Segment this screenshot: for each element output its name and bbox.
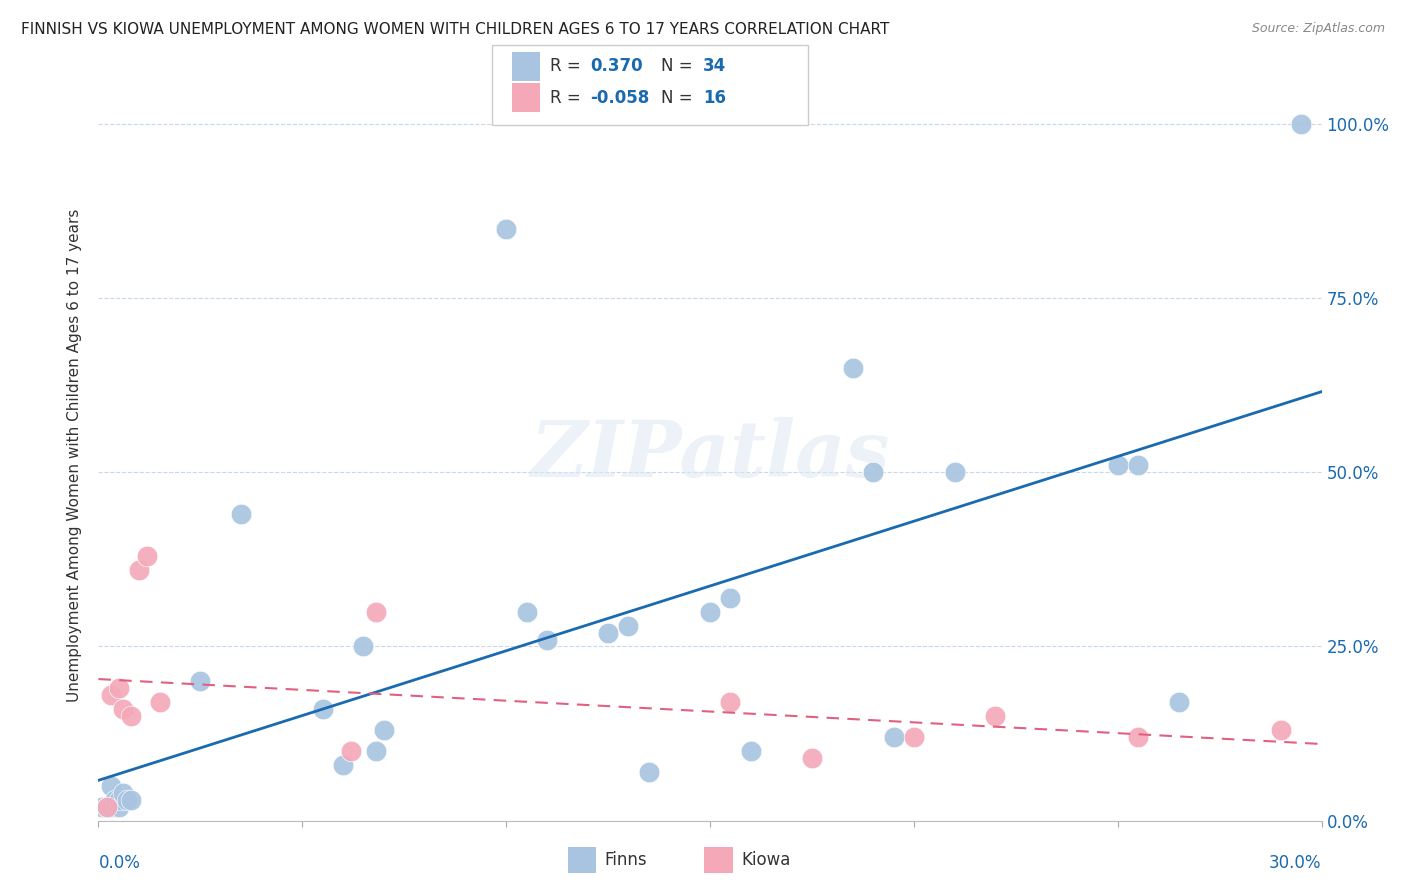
- Point: [111, 786, 134, 800]
- Text: Source: ZipAtlas.com: Source: ZipAtlas.com: [1251, 22, 1385, 36]
- Point: [862, 466, 884, 480]
- Point: [516, 605, 538, 619]
- Point: [598, 625, 620, 640]
- Text: N =: N =: [661, 57, 692, 75]
- Point: [312, 702, 335, 716]
- Point: [352, 640, 374, 654]
- Text: 34: 34: [703, 57, 727, 75]
- Point: [188, 674, 212, 689]
- Point: [699, 605, 721, 619]
- Point: [638, 764, 661, 779]
- Point: [1167, 695, 1189, 709]
- Point: [231, 507, 253, 521]
- Point: [136, 549, 159, 563]
- Point: [364, 605, 387, 619]
- Point: [96, 799, 118, 814]
- Point: [984, 709, 1007, 723]
- Text: R =: R =: [550, 57, 581, 75]
- Point: [883, 730, 905, 744]
- Point: [364, 744, 387, 758]
- Point: [108, 799, 131, 814]
- Text: Kiowa: Kiowa: [741, 851, 790, 869]
- Point: [120, 793, 142, 807]
- Point: [115, 793, 138, 807]
- Point: [149, 695, 172, 709]
- Point: [903, 730, 925, 744]
- Point: [720, 695, 742, 709]
- Point: [340, 744, 363, 758]
- Point: [100, 779, 122, 793]
- Text: 16: 16: [703, 89, 725, 107]
- Text: -0.058: -0.058: [591, 89, 650, 107]
- Point: [128, 563, 150, 577]
- Point: [943, 466, 966, 480]
- Point: [120, 709, 142, 723]
- Text: R =: R =: [550, 89, 581, 107]
- Point: [108, 793, 131, 807]
- Point: [1291, 117, 1313, 131]
- Text: N =: N =: [661, 89, 692, 107]
- Point: [1128, 730, 1150, 744]
- Point: [91, 799, 114, 814]
- Point: [536, 632, 558, 647]
- Point: [1128, 458, 1150, 473]
- Text: FINNISH VS KIOWA UNEMPLOYMENT AMONG WOMEN WITH CHILDREN AGES 6 TO 17 YEARS CORRE: FINNISH VS KIOWA UNEMPLOYMENT AMONG WOME…: [21, 22, 890, 37]
- Point: [111, 702, 134, 716]
- Text: ZIPatlas: ZIPatlas: [530, 417, 890, 493]
- Text: 0.370: 0.370: [591, 57, 643, 75]
- Point: [617, 618, 640, 632]
- Point: [373, 723, 395, 737]
- Point: [1107, 458, 1129, 473]
- Point: [100, 688, 122, 702]
- Text: Finns: Finns: [605, 851, 647, 869]
- Text: 0.0%: 0.0%: [98, 854, 141, 871]
- Point: [104, 793, 127, 807]
- Point: [801, 751, 824, 765]
- Point: [720, 591, 742, 605]
- Point: [841, 360, 863, 375]
- Point: [96, 799, 118, 814]
- Point: [495, 221, 517, 235]
- Point: [108, 681, 131, 696]
- Point: [332, 758, 354, 772]
- Point: [740, 744, 762, 758]
- Point: [1270, 723, 1292, 737]
- Y-axis label: Unemployment Among Women with Children Ages 6 to 17 years: Unemployment Among Women with Children A…: [67, 208, 83, 702]
- Text: 30.0%: 30.0%: [1270, 854, 1322, 871]
- Point: [100, 799, 122, 814]
